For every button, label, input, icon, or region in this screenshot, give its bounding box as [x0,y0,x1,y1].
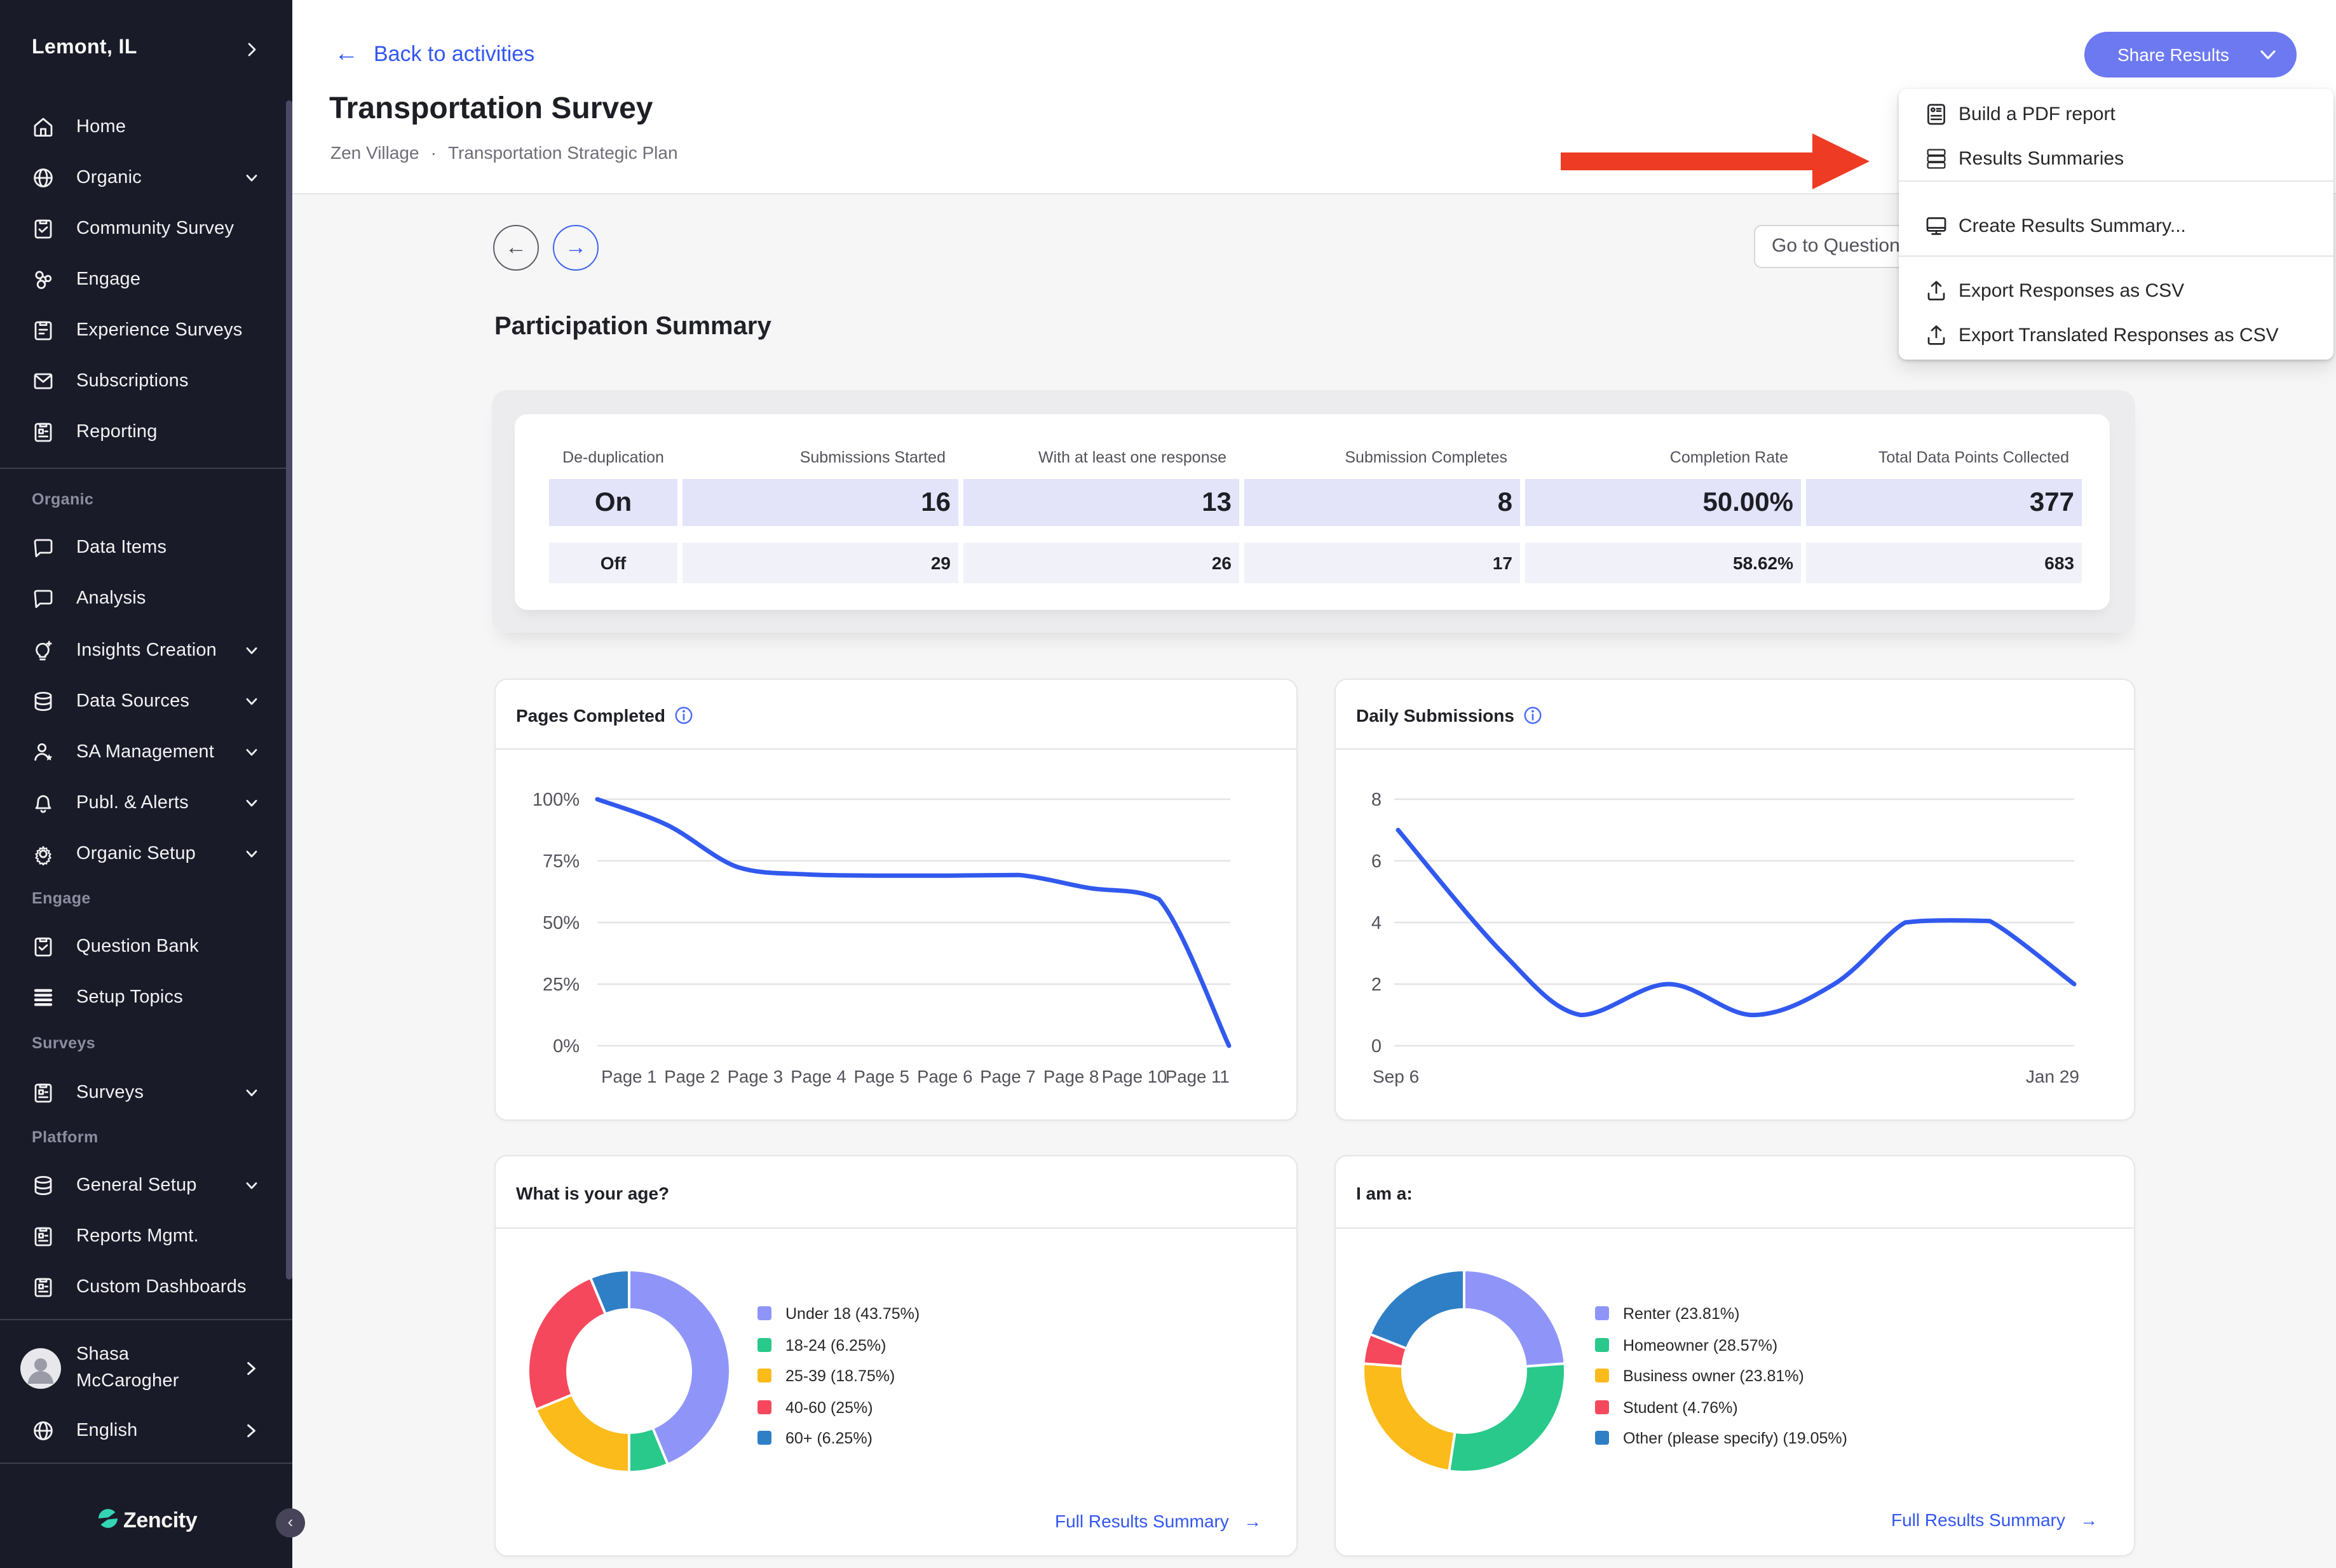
svg-text:0%: 0% [553,1036,580,1057]
svg-text:Page 6: Page 6 [917,1067,972,1086]
svg-text:2: 2 [1371,975,1382,995]
svg-text:4: 4 [1371,913,1382,933]
svg-text:Page 7: Page 7 [980,1067,1035,1086]
svg-text:50%: 50% [543,913,580,933]
svg-text:Page 1: Page 1 [601,1067,656,1086]
svg-text:Jan 29: Jan 29 [2026,1067,2079,1086]
svg-text:Page 8: Page 8 [1043,1067,1099,1086]
svg-text:Page 3: Page 3 [728,1067,783,1086]
svg-text:8: 8 [1371,790,1382,810]
svg-text:75%: 75% [543,851,580,872]
svg-text:Page 11: Page 11 [1165,1067,1230,1086]
svg-text:Page 2: Page 2 [664,1067,719,1086]
svg-text:25%: 25% [543,975,580,995]
svg-text:0: 0 [1371,1036,1382,1057]
svg-text:Sep 6: Sep 6 [1373,1067,1419,1086]
svg-text:100%: 100% [533,790,580,810]
svg-text:Page 10: Page 10 [1102,1067,1167,1086]
svg-text:Page 5: Page 5 [853,1067,909,1086]
svg-text:Page 4: Page 4 [791,1067,846,1086]
svg-text:6: 6 [1371,851,1382,872]
